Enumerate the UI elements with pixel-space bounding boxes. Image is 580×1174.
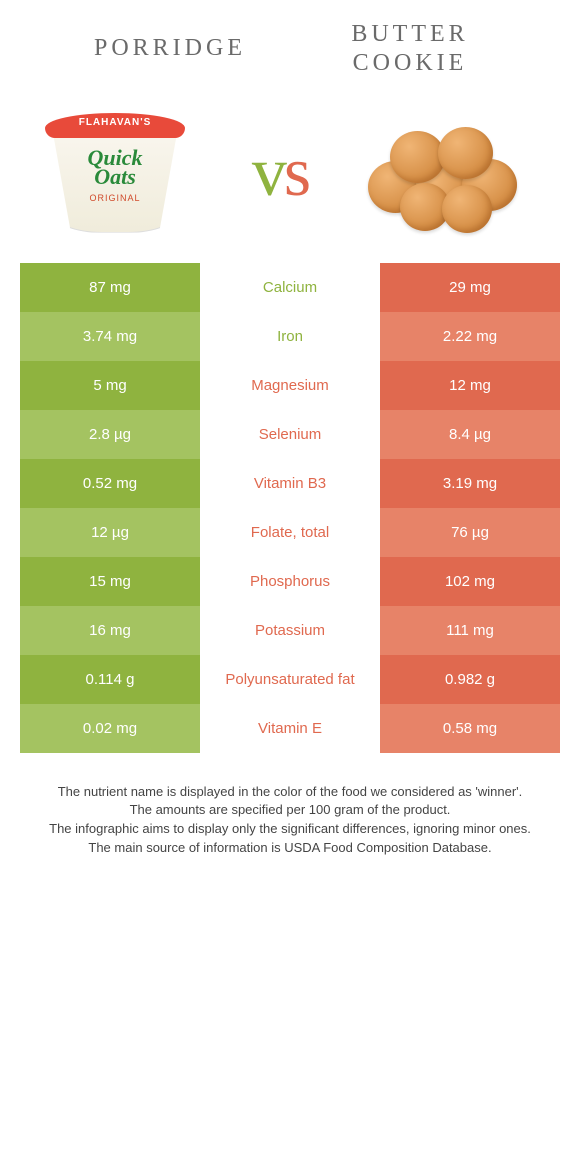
right-value: 76 µg <box>380 508 560 557</box>
nutrient-row: 0.114 gPolyunsaturated fat0.982 g <box>20 655 560 704</box>
brand-bottom: ORIGINAL <box>40 193 190 203</box>
left-value: 0.02 mg <box>20 704 200 753</box>
right-value: 111 mg <box>380 606 560 655</box>
nutrient-row: 16 mgPotassium111 mg <box>20 606 560 655</box>
left-value: 2.8 µg <box>20 410 200 459</box>
nutrient-row: 87 mgCalcium29 mg <box>20 263 560 312</box>
right-value: 3.19 mg <box>380 459 560 508</box>
nutrient-row: 0.52 mgVitamin B33.19 mg <box>20 459 560 508</box>
nutrient-label: Selenium <box>200 410 380 459</box>
right-value: 29 mg <box>380 263 560 312</box>
footnote-line: The amounts are specified per 100 gram o… <box>30 801 550 820</box>
footnote-line: The infographic aims to display only the… <box>30 820 550 839</box>
nutrient-row: 5 mgMagnesium12 mg <box>20 361 560 410</box>
footnotes: The nutrient name is displayed in the co… <box>20 783 560 873</box>
left-value: 15 mg <box>20 557 200 606</box>
right-food-image <box>360 108 530 238</box>
nutrient-row: 3.74 mgIron2.22 mg <box>20 312 560 361</box>
nutrient-label: Polyunsaturated fat <box>200 655 380 704</box>
left-food-image: FLAHAVAN'S Quick Oats ORIGINAL <box>30 108 200 238</box>
nutrient-label: Magnesium <box>200 361 380 410</box>
nutrient-label: Folate, total <box>200 508 380 557</box>
footnote-line: The nutrient name is displayed in the co… <box>30 783 550 802</box>
right-value: 12 mg <box>380 361 560 410</box>
left-food-title: Porridge <box>50 34 290 63</box>
left-value: 87 mg <box>20 263 200 312</box>
brand-top: FLAHAVAN'S <box>40 117 190 128</box>
left-value: 5 mg <box>20 361 200 410</box>
nutrient-row: 2.8 µgSelenium8.4 µg <box>20 410 560 459</box>
right-value: 0.982 g <box>380 655 560 704</box>
nutrient-label: Iron <box>200 312 380 361</box>
nutrient-label: Phosphorus <box>200 557 380 606</box>
nutrient-row: 0.02 mgVitamin E0.58 mg <box>20 704 560 753</box>
nutrient-label: Vitamin B3 <box>200 459 380 508</box>
right-food-title: butter cookie <box>290 20 530 78</box>
right-value: 0.58 mg <box>380 704 560 753</box>
right-value: 2.22 mg <box>380 312 560 361</box>
right-value: 102 mg <box>380 557 560 606</box>
brand-mid2: Oats <box>94 164 136 189</box>
left-value: 12 µg <box>20 508 200 557</box>
left-value: 3.74 mg <box>20 312 200 361</box>
left-value: 0.52 mg <box>20 459 200 508</box>
right-value: 8.4 µg <box>380 410 560 459</box>
nutrient-label: Calcium <box>200 263 380 312</box>
nutrient-label: Potassium <box>200 606 380 655</box>
images-row: FLAHAVAN'S Quick Oats ORIGINAL vs <box>20 98 560 263</box>
nutrient-label: Vitamin E <box>200 704 380 753</box>
nutrient-row: 15 mgPhosphorus102 mg <box>20 557 560 606</box>
left-value: 16 mg <box>20 606 200 655</box>
left-value: 0.114 g <box>20 655 200 704</box>
footnote-line: The main source of information is USDA F… <box>30 839 550 858</box>
header: Porridge butter cookie <box>20 20 560 98</box>
nutrient-table: 87 mgCalcium29 mg3.74 mgIron2.22 mg5 mgM… <box>20 263 560 753</box>
vs-label: vs <box>252 133 308 213</box>
nutrient-row: 12 µgFolate, total76 µg <box>20 508 560 557</box>
